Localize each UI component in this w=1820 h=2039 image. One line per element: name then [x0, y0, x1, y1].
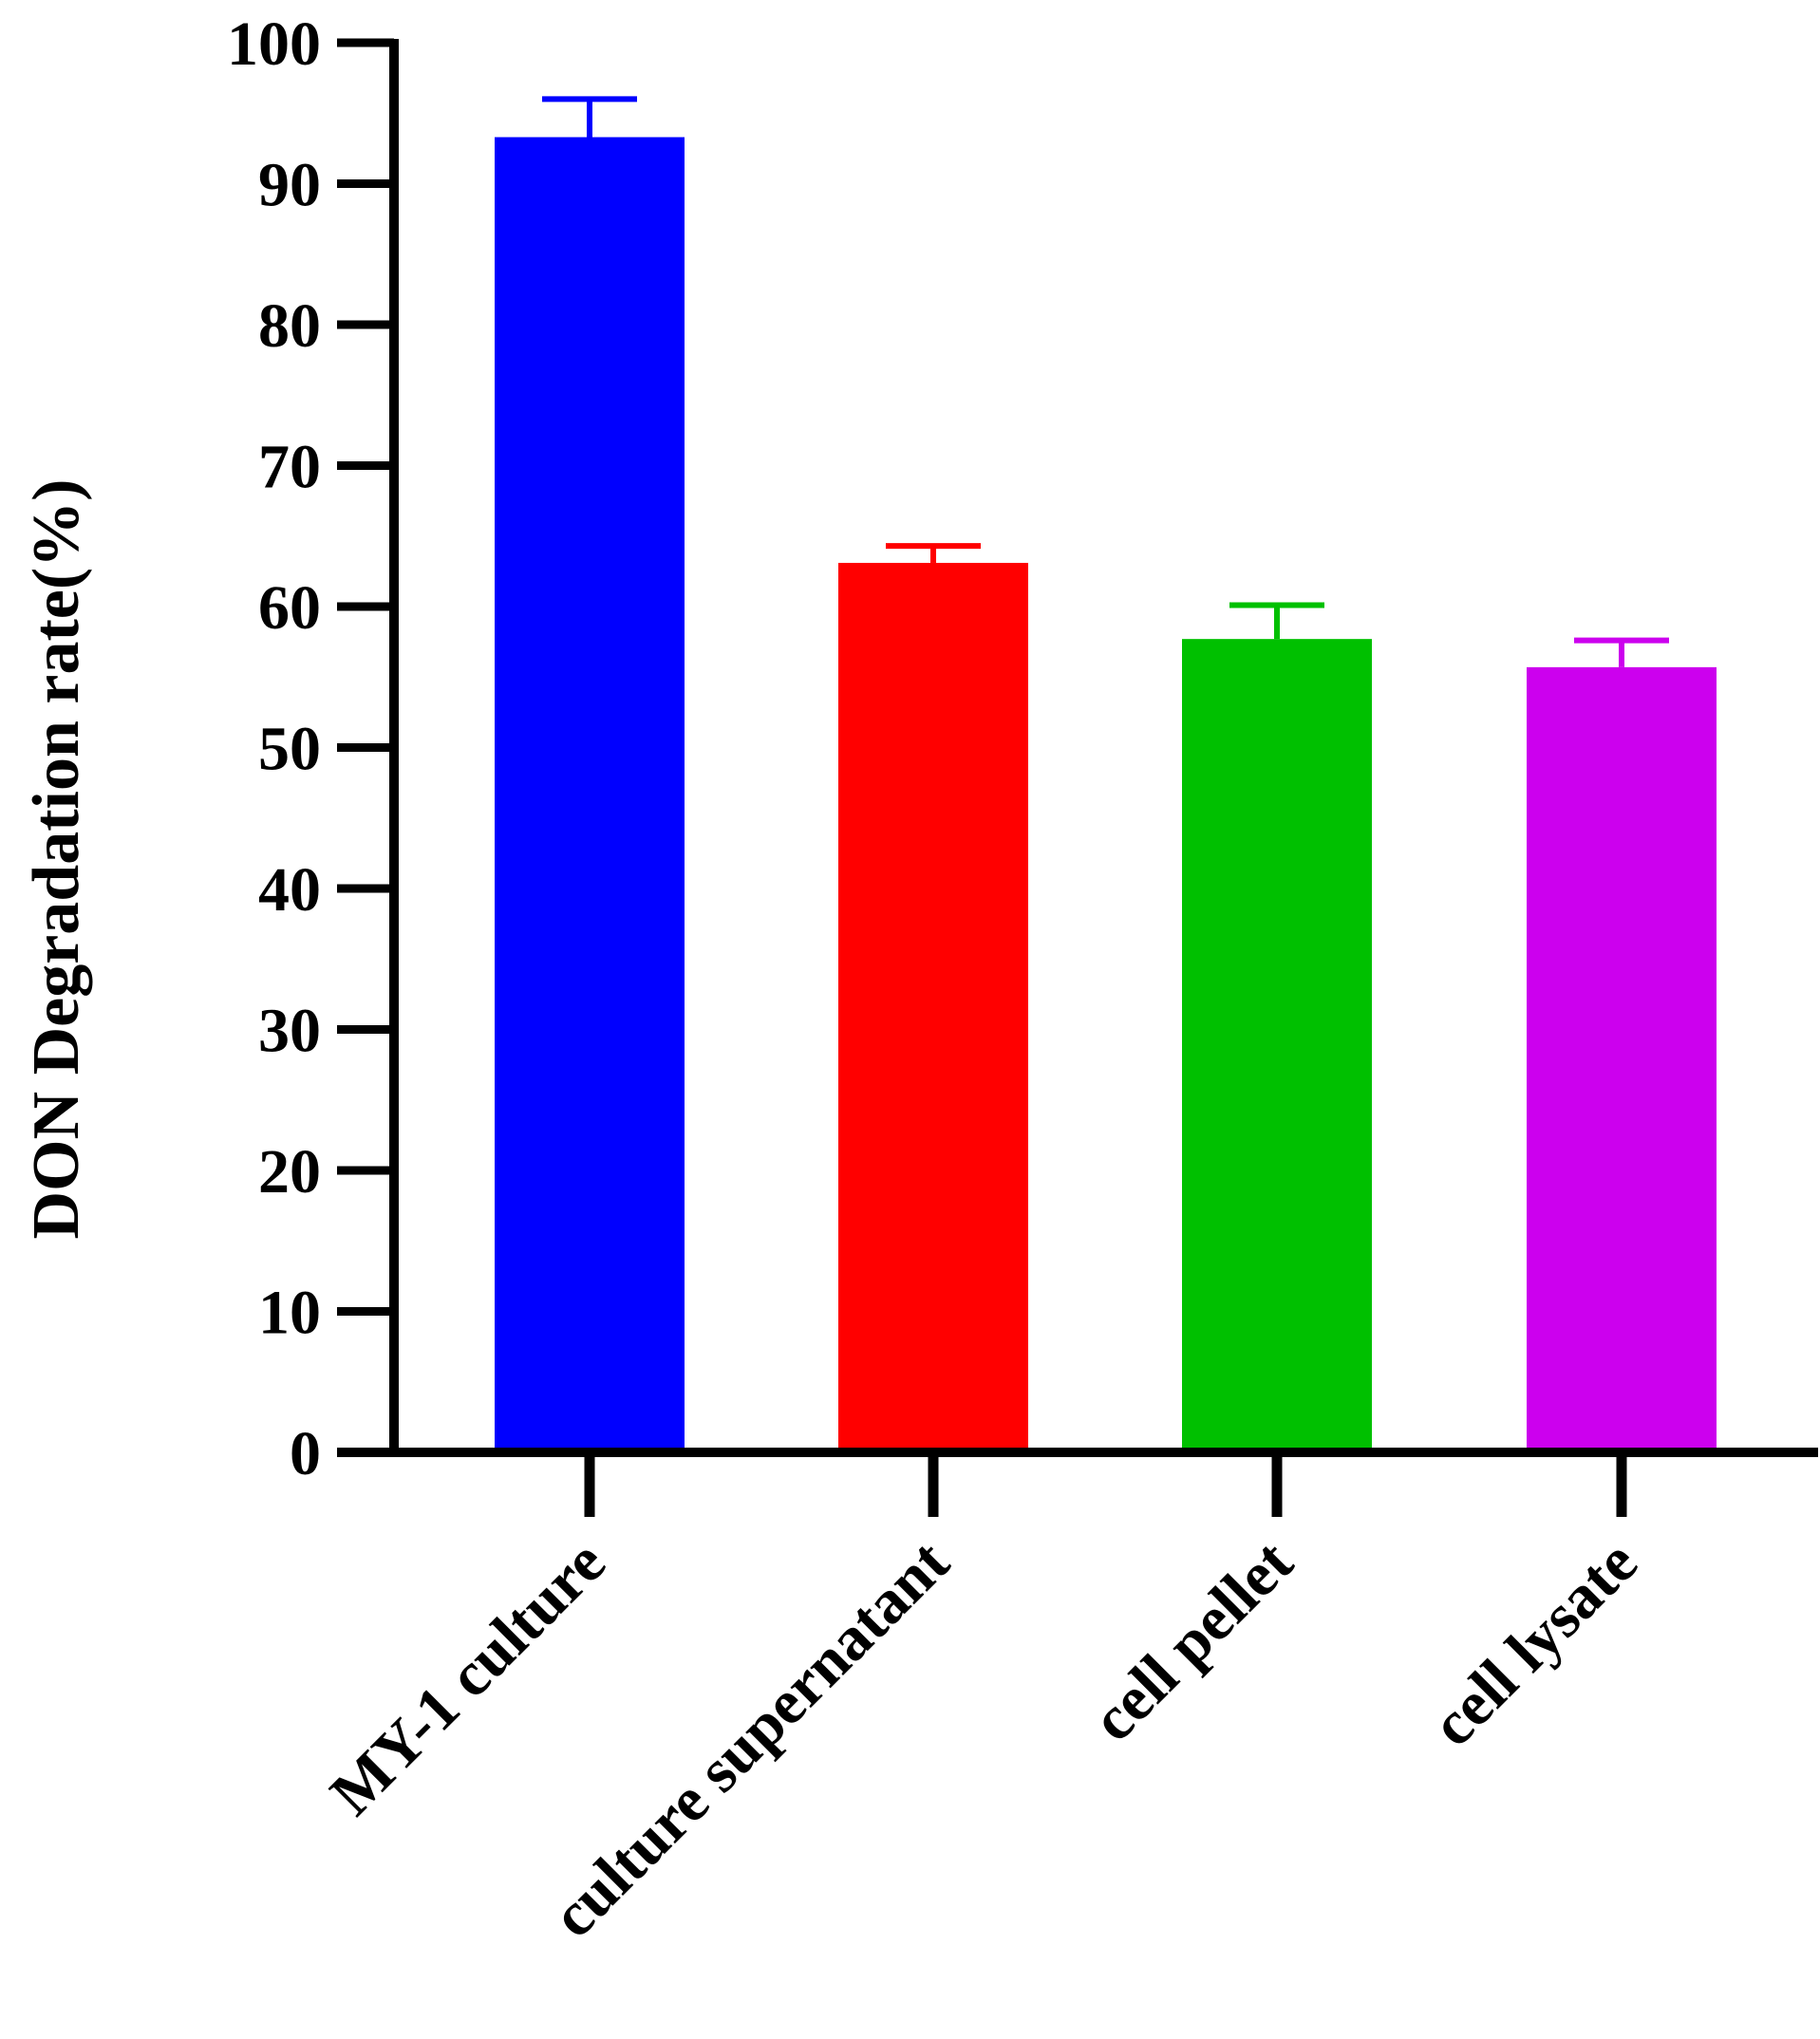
x-tick-label-3: cell lysate	[1418, 1527, 1651, 1760]
y-tick-label-0: 0	[290, 1419, 321, 1488]
bar-3	[1527, 666, 1717, 1452]
y-tick-label-50: 50	[258, 715, 321, 784]
axes-group	[337, 38, 1818, 1517]
y-tick-label-10: 10	[258, 1279, 321, 1348]
x-tick-label-0: MY-1 culture	[317, 1527, 618, 1828]
y-axis-title: DON Degradation rate(%)	[20, 479, 93, 1240]
bar-2	[1182, 639, 1372, 1452]
y-tick-label-100: 100	[227, 9, 321, 79]
y-tick-label-90: 90	[258, 151, 321, 220]
y-tick-label-70: 70	[258, 433, 321, 502]
bar-0	[495, 137, 685, 1452]
y-tick-label-30: 30	[258, 997, 321, 1066]
bars-group	[495, 96, 1717, 1452]
y-tick-label-80: 80	[258, 291, 321, 361]
y-tick-label-20: 20	[258, 1137, 321, 1207]
y-tick-label-60: 60	[258, 573, 321, 643]
bar-1	[838, 562, 1028, 1452]
y-tick-label-40: 40	[258, 855, 321, 925]
x-tick-label-2: cell pellet	[1079, 1527, 1306, 1755]
